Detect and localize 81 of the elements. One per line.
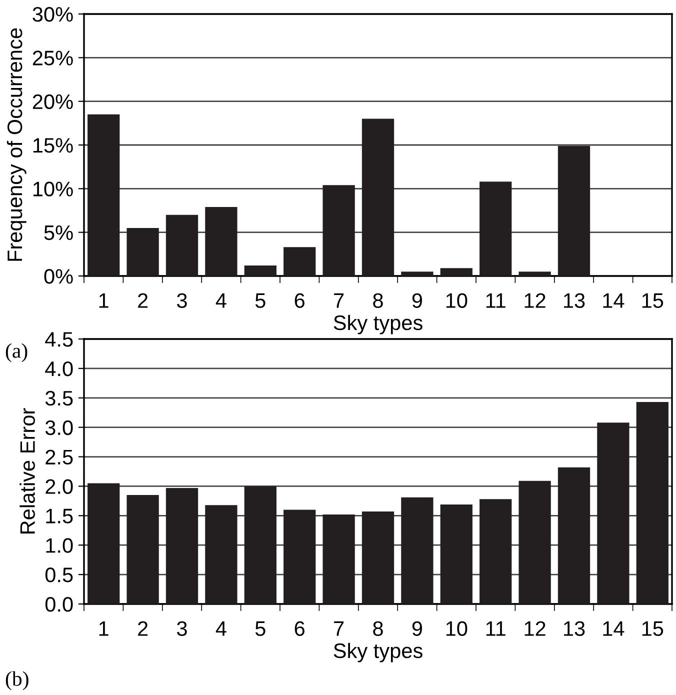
- bar: [597, 422, 630, 604]
- bar: [362, 118, 394, 276]
- bar: [518, 480, 551, 604]
- bar: [480, 182, 512, 276]
- bar: [401, 497, 434, 604]
- y-tick-label: 4.5: [45, 332, 73, 347]
- x-tick-label: 6: [294, 293, 304, 308]
- x-tick-label: 8: [373, 621, 383, 636]
- x-tick-label: 4: [216, 621, 226, 636]
- x-tick-label: 11: [486, 621, 506, 636]
- bar: [440, 268, 472, 276]
- x-tick-label: 9: [412, 621, 422, 636]
- bar: [205, 505, 238, 604]
- x-tick-label: 5: [255, 621, 266, 636]
- y-tick-label: 2.0: [46, 479, 73, 494]
- y-tick-label: 5%: [44, 225, 73, 240]
- bar: [322, 514, 355, 604]
- bar: [126, 228, 159, 276]
- x-tick-label: 8: [373, 293, 383, 308]
- x-tick-label: 6: [294, 621, 304, 636]
- y-tick-label: 25%: [32, 50, 73, 66]
- y-tick-label: 0.0: [45, 597, 73, 612]
- y-tick-label: 10%: [33, 182, 73, 196]
- x-tick-label: 9: [412, 293, 422, 308]
- y-axis-title: Frequency of Occurrence: [6, 28, 26, 261]
- x-tick-label: 11: [486, 293, 506, 308]
- bar: [166, 488, 198, 604]
- bar: [166, 214, 198, 276]
- bar: [480, 499, 512, 604]
- x-tick-label: 13: [564, 621, 585, 636]
- y-tick-label: 0%: [44, 269, 73, 284]
- y-axis-title: Relative Error: [20, 408, 35, 534]
- y-tick-label: 20%: [32, 94, 73, 110]
- y-tick-label: 4.0: [45, 361, 73, 376]
- x-tick-label: 3: [177, 293, 187, 308]
- x-tick-label: 12: [524, 293, 546, 308]
- bar: [362, 512, 394, 604]
- x-tick-label: 2: [138, 293, 148, 308]
- bar: [244, 266, 276, 276]
- bar: [88, 114, 120, 276]
- bar: [558, 467, 590, 604]
- x-tick-label: 2: [138, 621, 148, 636]
- x-tick-label: 10: [446, 621, 468, 636]
- bar: [88, 483, 120, 604]
- x-tick-label: 3: [177, 621, 187, 636]
- x-axis-title: Sky types: [334, 642, 422, 662]
- x-tick-label: 10: [446, 293, 468, 308]
- y-tick-label: 3.0: [45, 420, 73, 436]
- x-tick-label: 1: [99, 293, 108, 308]
- x-tick-label: 13: [564, 293, 585, 308]
- bar: [440, 504, 472, 604]
- bar: [284, 510, 316, 604]
- x-tick-label: 5: [255, 293, 266, 308]
- bar: [284, 247, 316, 276]
- y-tick-label: 1.5: [46, 508, 73, 524]
- x-tick-label: 4: [216, 293, 226, 308]
- x-axis-title: Sky types: [334, 314, 422, 334]
- y-tick-label: 0.5: [45, 568, 73, 582]
- y-tick-label: 1.0: [46, 538, 73, 553]
- x-tick-label: 7: [334, 621, 344, 636]
- bar: [244, 486, 276, 604]
- bar: [636, 402, 668, 604]
- bar: [322, 185, 355, 276]
- bar: [205, 207, 238, 276]
- y-tick-label: 15%: [33, 138, 73, 153]
- y-tick-label: 3.5: [45, 390, 73, 406]
- x-tick-label: 15: [642, 293, 664, 308]
- bar: [126, 495, 159, 604]
- y-tick-label: 2.5: [46, 450, 73, 465]
- x-tick-label: 1: [99, 621, 108, 636]
- text: (b): [6, 671, 28, 690]
- x-tick-label: 15: [642, 621, 664, 636]
- bar: [558, 146, 590, 276]
- x-tick-label: 7: [334, 293, 344, 308]
- bar: [401, 272, 434, 276]
- y-tick-label: 30%: [32, 7, 73, 22]
- x-tick-label: 14: [603, 621, 624, 636]
- x-tick-label: 12: [524, 621, 546, 636]
- bar: [518, 272, 551, 276]
- x-tick-label: 14: [603, 293, 624, 308]
- text: (a): [6, 343, 28, 362]
